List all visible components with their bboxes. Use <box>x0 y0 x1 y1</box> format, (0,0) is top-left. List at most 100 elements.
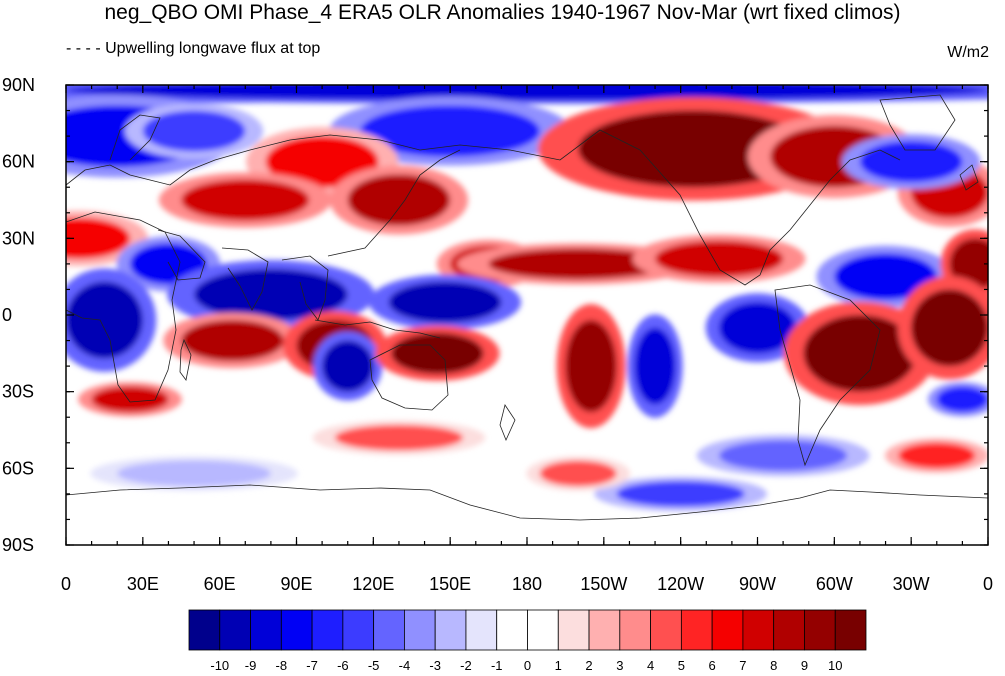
anomaly-blob-16 <box>488 248 668 280</box>
lon-label: 90E <box>280 574 312 594</box>
colorbar-label: -5 <box>368 658 380 673</box>
colorbar-box <box>619 609 651 651</box>
colorbar-label: 2 <box>585 658 592 673</box>
anomaly-blob-4 <box>360 105 540 157</box>
colorbar-label: 5 <box>678 658 685 673</box>
colorbar-box <box>680 609 713 651</box>
lon-label: 120W <box>657 574 704 594</box>
colorbar-box <box>834 609 867 651</box>
colorbar-label: -10 <box>210 658 229 673</box>
coastline-india <box>221 247 269 311</box>
colorbar-box <box>434 609 467 651</box>
colorbar-label: 9 <box>801 658 808 673</box>
colorbar-label: 3 <box>616 658 623 673</box>
anomaly-blob-11 <box>859 141 963 183</box>
coastline-east-asia <box>327 149 461 257</box>
chart-title: neg_QBO OMI Phase_4 ERA5 OLR Anomalies 1… <box>104 1 901 24</box>
anomaly-blob-34 <box>719 440 848 471</box>
coastline-indonesia <box>314 319 441 339</box>
colorbar-label: 1 <box>555 658 562 673</box>
colorbar-box <box>373 609 405 651</box>
colorbar-label: -7 <box>306 658 318 673</box>
colorbar-box <box>650 609 682 651</box>
coastline-uk <box>959 164 979 191</box>
colorbar-label: -4 <box>399 658 411 673</box>
colorbar-label: 0 <box>524 658 531 673</box>
anomaly-blob-19 <box>949 238 988 290</box>
anomaly-blob-32 <box>936 386 988 413</box>
lat-label: 30S <box>2 382 34 402</box>
colorbar-box <box>557 609 590 651</box>
coastline-se-asia <box>281 255 329 321</box>
lon-label: 60W <box>816 574 853 594</box>
anomaly-blob-12 <box>66 217 131 259</box>
anomaly-blob-30 <box>911 289 988 367</box>
colorbar-label: 7 <box>739 658 746 673</box>
anomaly-blob-29 <box>803 315 917 392</box>
colorbar-labels: -10 -9 -8 -7 -6 -5 -4 -3 -2 -1 0 1 2 3 4 5 6 7 8 9 10 <box>210 658 842 673</box>
anomaly-blob-20 <box>66 281 143 359</box>
lon-label: 30E <box>127 574 159 594</box>
anomaly-blob-28 <box>719 302 796 354</box>
anomaly-blob-26 <box>565 320 617 413</box>
colorbar-label: -9 <box>245 658 257 673</box>
coastline-australia <box>369 344 449 411</box>
anomaly-blob-5 <box>265 136 379 188</box>
colorbar-label: -2 <box>460 658 472 673</box>
colorbar-box <box>527 609 559 651</box>
colorbar-label: 8 <box>770 658 777 673</box>
coastline-new-zealand <box>499 404 516 442</box>
anomaly-blob-36 <box>117 460 271 487</box>
lat-label: 90S <box>2 535 34 555</box>
colorbar-box <box>404 609 436 651</box>
colorbar-label: -1 <box>491 658 503 673</box>
axis-ticks <box>65 84 989 546</box>
anomaly-blob-23 <box>388 281 502 323</box>
lon-label: 150E <box>429 574 471 594</box>
lon-label: 30W <box>893 574 930 594</box>
anomaly-blob-37 <box>616 481 745 507</box>
anomaly-blob-6 <box>181 179 310 221</box>
colorbar-label: -6 <box>337 658 349 673</box>
colorbar-label: -8 <box>276 658 288 673</box>
coastline-north-america <box>599 129 901 286</box>
colorbar-label: 10 <box>828 658 842 673</box>
field-subtitle: - - - - Upwelling longwave flux at top <box>66 40 321 57</box>
lat-label: 60S <box>2 458 34 478</box>
coastline-antarctica <box>66 484 988 521</box>
anomaly-blob-24 <box>322 340 374 392</box>
colorbar <box>188 609 867 651</box>
lat-label: 30N <box>2 228 35 248</box>
colorbar-box <box>250 609 282 651</box>
lon-label: 60E <box>204 574 236 594</box>
coastline-greenland <box>879 94 956 151</box>
lon-label: 0 <box>983 574 993 594</box>
anomaly-blob-38 <box>539 460 617 487</box>
anomaly-blob-33 <box>334 424 463 451</box>
lon-label: 0 <box>61 574 71 594</box>
colorbar-label: 4 <box>647 658 654 673</box>
anomaly-blob-27 <box>634 327 676 405</box>
lon-label: 120E <box>352 574 394 594</box>
lon-label: 90W <box>739 574 776 594</box>
colorbar-box <box>588 609 621 651</box>
anomaly-blob-35 <box>898 442 976 469</box>
anomaly-blob-14 <box>194 269 348 321</box>
lon-label: 150W <box>580 574 627 594</box>
colorbar-box <box>342 609 375 651</box>
coastline-scandinavia <box>109 114 161 161</box>
colorbar-box <box>219 609 251 651</box>
longitude-labels: 0 30E 60E 90E 120E 150E 180 150W 120W 90W 60W 30W 0 <box>61 574 993 594</box>
anomaly-blob-18 <box>834 253 937 300</box>
colorbar-box <box>773 609 805 651</box>
lat-label: 0 <box>2 305 12 325</box>
anomaly-blob-25 <box>391 332 484 374</box>
coastline-africa <box>66 211 181 403</box>
map-plot-area <box>66 85 988 545</box>
coastlines <box>66 94 988 521</box>
colorbar-label: -3 <box>429 658 441 673</box>
colorbar-box <box>804 609 836 651</box>
colorbar-label: 6 <box>709 658 716 673</box>
colorbar-box <box>188 609 221 651</box>
